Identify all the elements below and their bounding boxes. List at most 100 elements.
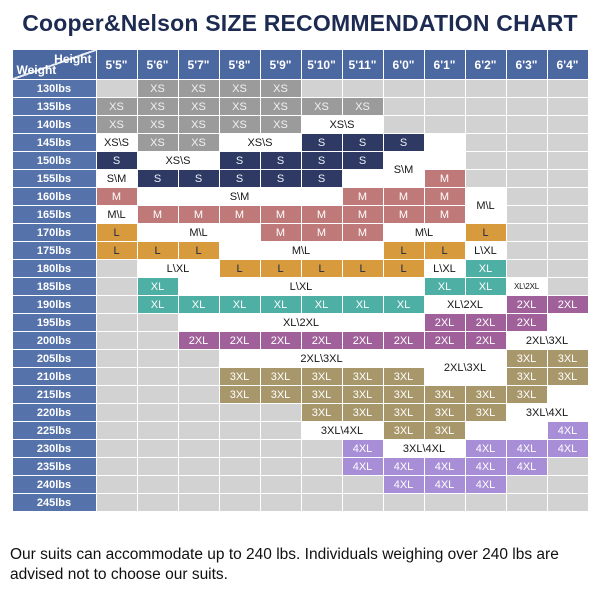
weight-row: 235lbs 4XL 4XL 4XL 4XL 4XL — [11, 457, 589, 476]
empty-cell — [546, 205, 589, 224]
size-cell: 3XL — [505, 349, 548, 368]
empty-cell — [136, 313, 179, 332]
blank-cell — [423, 151, 466, 170]
split-size-cell: S\M — [95, 169, 138, 188]
weight-row-label: 195lbs — [11, 313, 97, 332]
blank-cell — [423, 133, 466, 152]
size-cell: 4XL — [423, 475, 466, 494]
size-cell: 3XL — [259, 385, 302, 404]
weight-row: 230lbs 4XL 3XL\4XL 4XL 4XL 4XL — [11, 439, 589, 458]
empty-cell — [218, 475, 261, 494]
size-cell: S — [177, 169, 220, 188]
size-cell: XS — [259, 97, 302, 116]
height-column-header: 5'9" — [259, 49, 302, 80]
size-chart-table: Height Weight 5'5" 5'6" 5'7" 5'8" 5'9" 5'10" 5… — [11, 49, 589, 512]
size-cell: 2XL — [341, 331, 384, 350]
size-cell: 3XL — [423, 385, 466, 404]
size-cell: 3XL — [382, 367, 425, 386]
height-column-header: 5'10" — [300, 49, 343, 80]
empty-cell — [382, 493, 425, 512]
weight-row: 145lbs XS\S XS XS XS\S S S S — [11, 133, 589, 152]
empty-cell — [546, 457, 589, 476]
empty-cell — [300, 439, 343, 458]
size-cell: 2XL — [177, 331, 220, 350]
size-cell: L — [382, 259, 425, 278]
empty-cell — [259, 475, 302, 494]
empty-cell — [218, 457, 261, 476]
empty-cell — [95, 79, 138, 98]
size-cell: 4XL — [464, 439, 507, 458]
weight-row: 135lbs XS XS XS XS XS XS XS — [11, 97, 589, 116]
split-size-cell: XS\S — [218, 133, 302, 152]
split-size-cell: 2XL\3XL — [423, 349, 507, 386]
empty-cell — [341, 493, 384, 512]
size-cell: XL — [259, 295, 302, 314]
split-size-cell: XL\2XL — [505, 277, 548, 296]
size-cell: 3XL — [300, 385, 343, 404]
weight-row-label: 130lbs — [11, 79, 97, 98]
size-cell: S — [341, 151, 384, 170]
weight-row: 205lbs 2XL\3XL 2XL\3XL 3XL 3XL — [11, 349, 589, 386]
size-cell: XS — [136, 133, 179, 152]
size-cell: M — [423, 187, 466, 206]
size-cell: M — [423, 169, 466, 188]
weight-row-label: 240lbs — [11, 475, 97, 494]
size-cell: M — [423, 205, 466, 224]
empty-cell — [423, 97, 466, 116]
empty-cell — [341, 79, 384, 98]
size-cell: 3XL — [505, 367, 548, 386]
size-cell: 3XL — [300, 403, 343, 422]
size-cell: 3XL — [218, 385, 261, 404]
split-size-cell: XL\2XL — [423, 295, 507, 314]
empty-cell — [546, 475, 589, 494]
weight-row: 170lbs L M\L M M M M\L L — [11, 223, 589, 242]
empty-cell — [95, 259, 138, 278]
empty-cell — [505, 151, 548, 170]
empty-cell — [218, 439, 261, 458]
empty-cell — [136, 403, 179, 422]
empty-cell — [177, 457, 220, 476]
weight-row-label: 135lbs — [11, 97, 97, 116]
size-cell: XS — [177, 133, 220, 152]
empty-cell — [218, 421, 261, 440]
size-cell: 3XL — [341, 367, 384, 386]
size-cell: 4XL — [464, 457, 507, 476]
size-cell: 4XL — [382, 457, 425, 476]
empty-cell — [546, 151, 589, 170]
split-size-cell: 3XL\4XL — [382, 439, 466, 458]
size-cell: M — [382, 205, 425, 224]
empty-cell — [177, 439, 220, 458]
empty-cell — [259, 439, 302, 458]
weight-row: 245lbs — [11, 493, 589, 512]
split-size-cell: 3XL\4XL — [300, 421, 384, 440]
size-cell: M — [300, 205, 343, 224]
empty-cell — [95, 313, 138, 332]
empty-cell — [136, 367, 179, 386]
corner-cell: Height Weight — [11, 49, 97, 80]
size-cell: XS — [136, 79, 179, 98]
size-cell: XL — [341, 295, 384, 314]
size-cell: S — [300, 169, 343, 188]
empty-cell — [300, 79, 343, 98]
size-cell: 2XL — [505, 295, 548, 314]
empty-cell — [218, 493, 261, 512]
weight-row: 160lbs M S\M M M M M\L — [11, 187, 589, 224]
height-column-header: 6'1" — [423, 49, 466, 80]
empty-cell — [136, 421, 179, 440]
empty-cell — [505, 259, 548, 278]
empty-cell — [423, 79, 466, 98]
size-cell: S — [300, 133, 343, 152]
empty-cell — [546, 187, 589, 206]
size-cell: 2XL — [505, 313, 548, 332]
size-cell: 4XL — [505, 457, 548, 476]
size-cell: XS — [300, 97, 343, 116]
size-cell: XS — [177, 115, 220, 134]
empty-cell — [464, 169, 507, 188]
size-cell: XL — [300, 295, 343, 314]
weight-row-label: 210lbs — [11, 367, 97, 386]
weight-row: 140lbs XS XS XS XS XS XS\S — [11, 115, 589, 134]
weight-row-label: 190lbs — [11, 295, 97, 314]
weight-row: 180lbs L\XL L L L L L L\XL XL — [11, 259, 589, 278]
split-size-cell: 2XL\3XL — [218, 349, 425, 368]
empty-cell — [177, 367, 220, 386]
